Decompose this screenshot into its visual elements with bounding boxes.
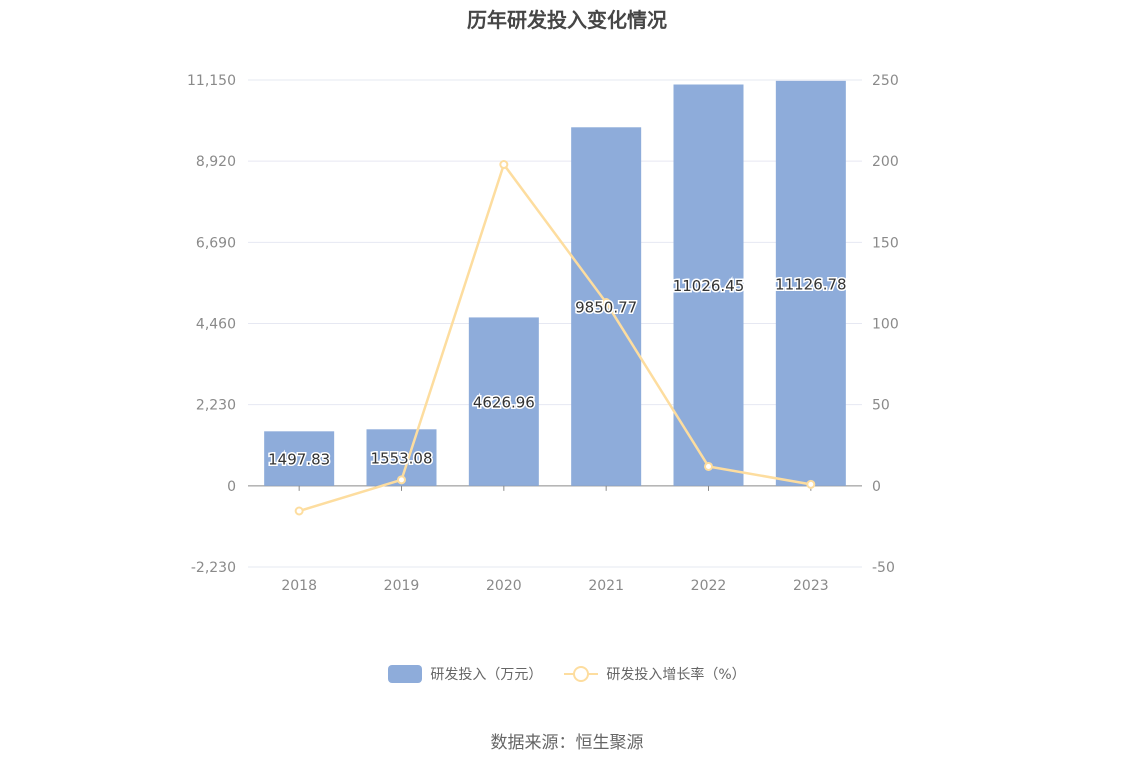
legend-swatch-line [564, 665, 599, 683]
data-label: 9850.77 [575, 299, 637, 317]
y-right-tick-label: -50 [872, 560, 895, 576]
data-source: 数据来源：恒生聚源 [490, 733, 644, 753]
x-tick-label: 2018 [281, 578, 317, 594]
line-point [806, 479, 816, 489]
data-label: 1553.08 [370, 450, 432, 468]
legend-item-bar[interactable]: 研发投入（万元） [388, 664, 542, 684]
y-right-tick-label: 100 [872, 317, 899, 333]
legend-swatch-bar [388, 665, 423, 683]
y-right-tick-label: 250 [872, 73, 899, 89]
data-label: 11126.78 [775, 275, 847, 293]
bar [775, 80, 846, 486]
y-left-tick-label: 0 [227, 479, 236, 495]
y-left-tick-label: -2,230 [191, 560, 236, 576]
legend-label-line: 研发投入增长率（%） [606, 667, 746, 683]
chart-legend: 研发投入（万元） 研发投入增长率（%） [0, 664, 1134, 684]
data-label: 11026.45 [673, 277, 745, 295]
y-left-tick-label: 2,230 [196, 398, 236, 414]
line-point [499, 160, 509, 170]
line-point [704, 461, 713, 471]
line-point [601, 298, 611, 308]
y-right-tick-label: 50 [872, 398, 890, 414]
y-left-tick-label: 6,690 [196, 235, 236, 251]
bar [673, 84, 744, 486]
y-left-tick-label: 4,460 [196, 317, 236, 333]
bar [264, 431, 335, 486]
chart-title: 历年研发投入变化情况 [467, 8, 667, 32]
x-tick-label: 2021 [588, 578, 624, 594]
legend-item-line[interactable]: 研发投入增长率（%） [564, 664, 746, 684]
x-tick-label: 2023 [793, 578, 829, 594]
y-left-tick-label: 8,920 [196, 154, 236, 170]
y-left-tick-label: 11,150 [187, 73, 236, 89]
x-tick-label: 2022 [691, 578, 727, 594]
y-right-tick-label: 150 [872, 235, 899, 251]
x-tick-label: 2020 [486, 578, 522, 594]
y-right-tick-label: 200 [872, 154, 899, 170]
x-tick-label: 2019 [384, 578, 420, 594]
data-label: 1497.83 [268, 451, 330, 469]
line-point [294, 506, 304, 516]
line-series [298, 163, 812, 513]
legend-label-bar: 研发投入（万元） [430, 667, 543, 683]
bar [468, 317, 539, 486]
y-right-tick-label: 0 [872, 479, 881, 495]
data-label: 4626.96 [473, 394, 535, 412]
line-point [397, 475, 406, 485]
